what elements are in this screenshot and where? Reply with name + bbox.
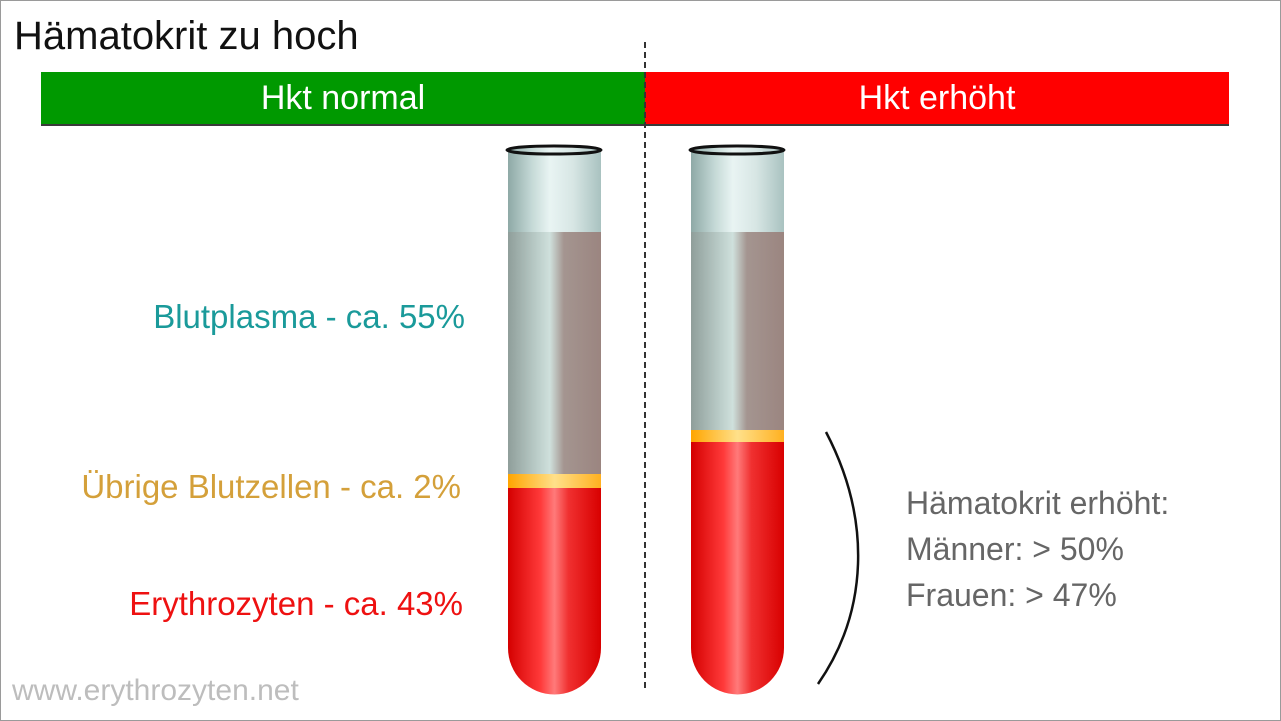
bracket-arc <box>816 431 860 685</box>
tube-high-other-cells-band <box>691 430 784 444</box>
tube-normal-erythrocytes <box>508 488 601 695</box>
label-other-cells: Übrige Blutzellen - ca. 2% <box>81 468 461 505</box>
tube-normal-rim <box>505 144 603 156</box>
info-men: Männer: > 50% <box>906 531 1124 567</box>
tube-normal <box>505 144 603 695</box>
info-box: Hämatokrit erhöht: Männer: > 50% Frauen:… <box>906 480 1169 618</box>
tube-high-plasma <box>691 232 784 432</box>
tube-normal-glass <box>508 148 601 232</box>
tube-normal-other-cells-band <box>508 474 601 490</box>
tube-high <box>688 144 786 695</box>
label-plasma: Blutplasma - ca. 55% <box>153 298 465 335</box>
tube-high-rim <box>688 144 786 156</box>
label-erythrocytes: Erythrozyten - ca. 43% <box>129 585 463 622</box>
header-hkt-high-label: Hkt erhöht <box>858 78 1016 117</box>
dashed-divider <box>644 42 646 688</box>
header-hkt-normal-label: Hkt normal <box>260 78 426 117</box>
info-heading: Hämatokrit erhöht: <box>906 485 1170 521</box>
page-title: Hämatokrit zu hoch <box>14 14 359 58</box>
info-women: Frauen: > 47% <box>906 577 1117 613</box>
header-hkt-normal: Hkt normal <box>41 72 645 126</box>
tube-normal-plasma <box>508 232 601 475</box>
header-hkt-high: Hkt erhöht <box>645 72 1229 126</box>
tube-high-glass <box>691 148 784 232</box>
tube-high-erythrocytes <box>691 442 784 695</box>
watermark: www.erythrozyten.net <box>12 674 299 707</box>
